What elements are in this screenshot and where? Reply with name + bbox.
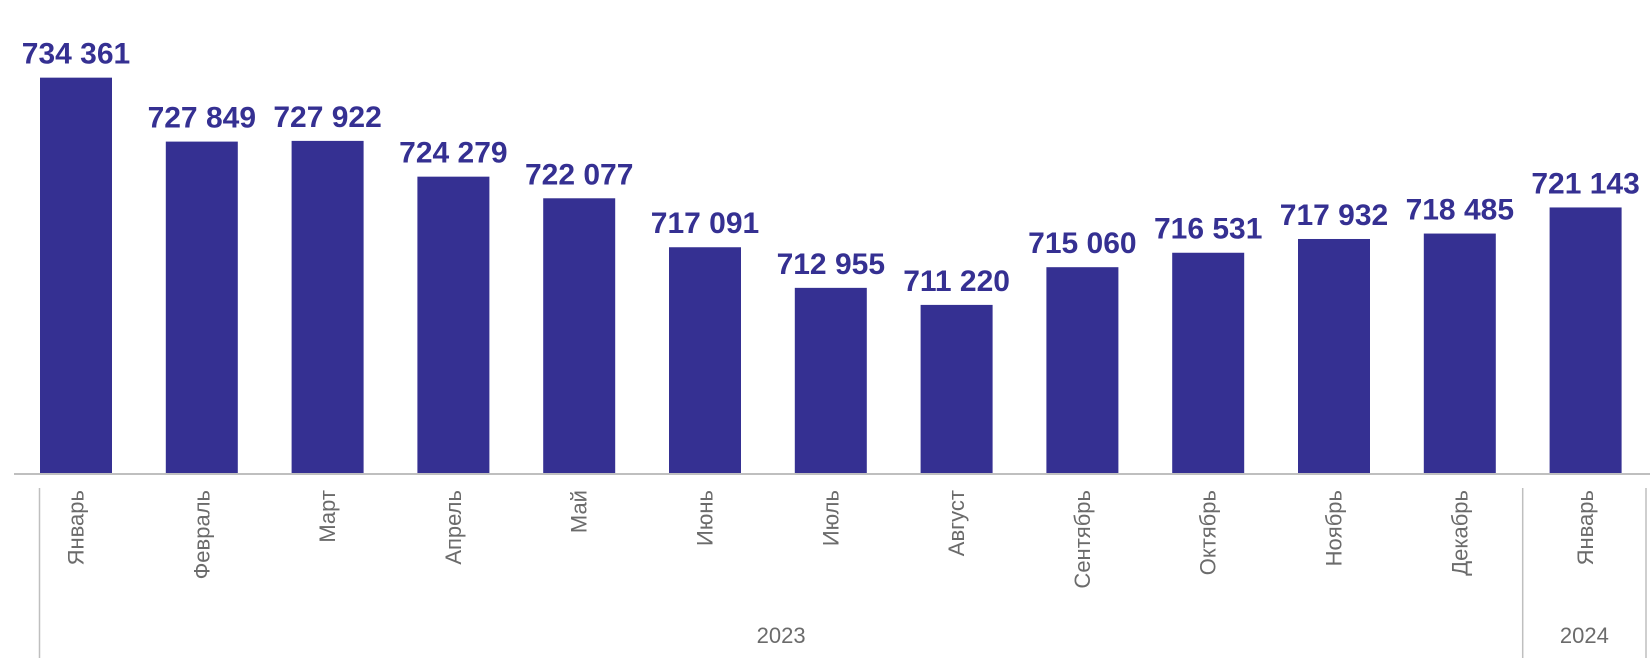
value-label-6: 717 091: [651, 207, 759, 240]
category-label-4: Апрель: [441, 490, 466, 565]
category-label-7: Июль: [818, 490, 843, 546]
value-labels-group: 734 361 727 849 727 922 724 279 722 077 717 0…: [22, 38, 1640, 298]
category-label-1: Январь: [64, 490, 89, 565]
value-label-9: 715 060: [1028, 227, 1136, 260]
bar-5: [543, 198, 616, 474]
year-label-2024: 2024: [1560, 623, 1609, 648]
value-label-1: 734 361: [22, 38, 130, 71]
year-labels-group: 2023 2024: [757, 623, 1609, 648]
bar-8: [920, 304, 993, 474]
value-label-5: 722 077: [525, 158, 633, 191]
bar-4: [417, 176, 490, 474]
bar-9: [1046, 267, 1119, 474]
bar-1: [40, 77, 112, 475]
value-label-10: 716 531: [1154, 213, 1262, 246]
bar-3: [291, 140, 364, 474]
value-label-13: 721 143: [1531, 167, 1639, 200]
year-label-2023: 2023: [757, 623, 806, 648]
category-label-2: Февраль: [189, 490, 214, 579]
bar-10: [1172, 252, 1245, 474]
bar-13: [1549, 207, 1622, 474]
category-label-11: Ноябрь: [1322, 490, 1347, 566]
category-label-13: Январь: [1573, 490, 1598, 565]
category-label-12: Декабрь: [1447, 490, 1472, 576]
category-label-5: Май: [567, 490, 592, 533]
bar-2: [165, 141, 238, 474]
category-labels-group: Январь Февраль Март Апрель Май Июнь Июль Август…: [64, 490, 1599, 589]
category-label-6: Июнь: [693, 490, 718, 546]
category-label-10: Октябрь: [1196, 490, 1221, 575]
category-label-3: Март: [315, 490, 340, 543]
bar-7: [794, 287, 867, 474]
bars-group: [40, 77, 1622, 475]
value-label-11: 717 932: [1280, 199, 1388, 232]
value-label-8: 711 220: [903, 265, 1010, 298]
value-label-7: 712 955: [777, 248, 885, 281]
value-label-2: 727 849: [148, 102, 256, 135]
bar-12: [1423, 233, 1496, 474]
bar-11: [1298, 238, 1370, 474]
value-label-12: 718 485: [1406, 194, 1514, 227]
category-label-9: Сентябрь: [1070, 490, 1095, 589]
group-separators: [38, 488, 1647, 658]
value-label-4: 724 279: [399, 137, 507, 170]
bar-6: [669, 247, 741, 474]
category-label-8: Август: [944, 490, 969, 556]
value-label-3: 727 922: [273, 101, 381, 134]
